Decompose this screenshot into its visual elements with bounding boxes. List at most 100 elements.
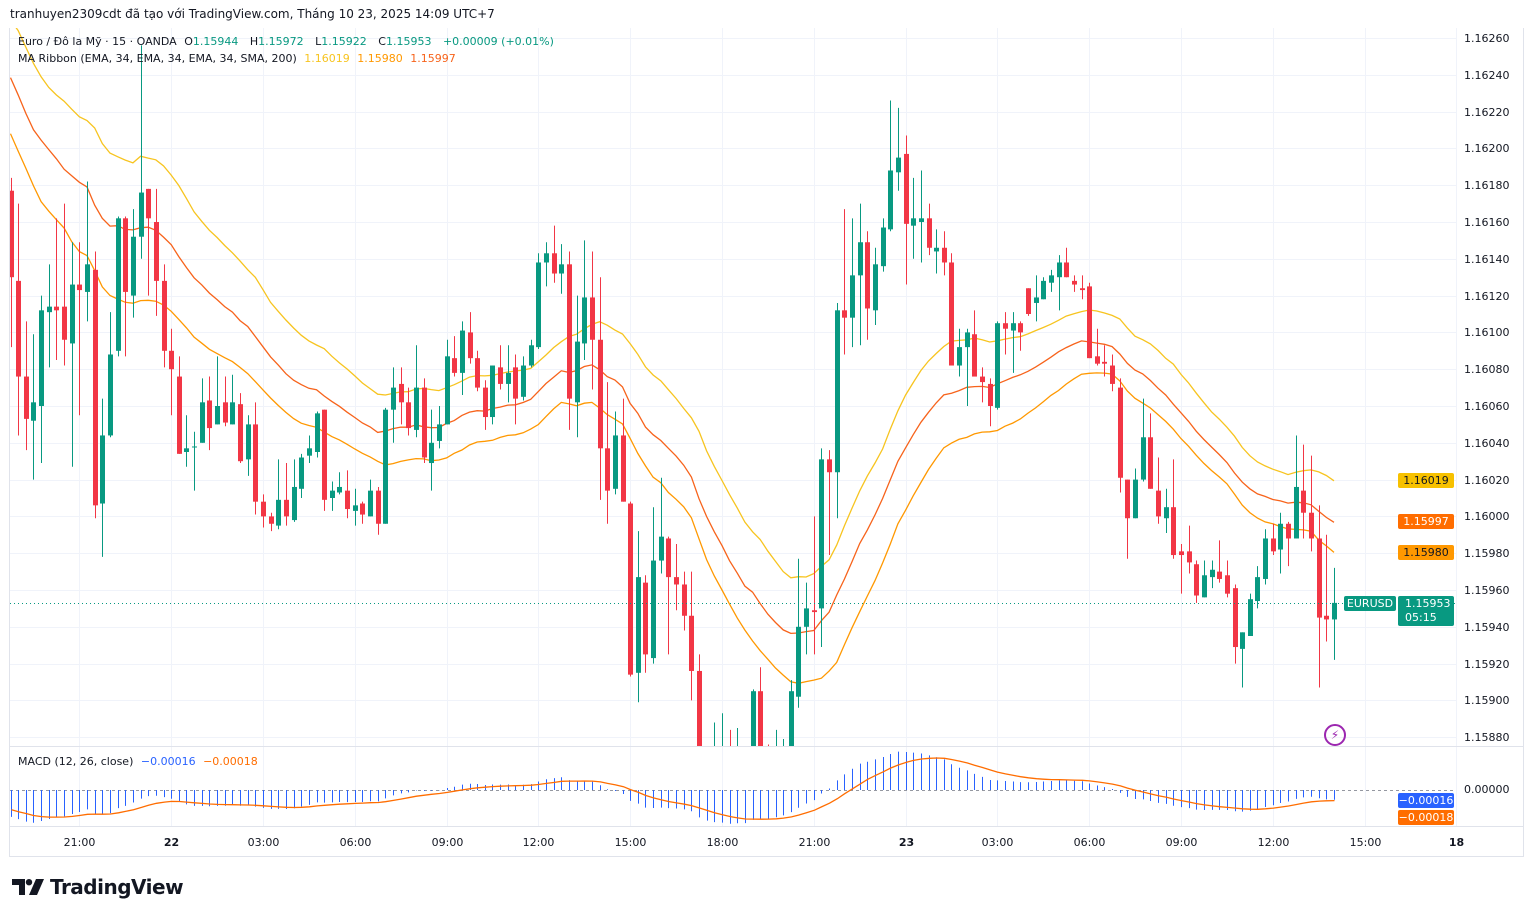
candle-body <box>1064 262 1069 278</box>
candle-body <box>162 280 167 351</box>
candle-body <box>751 691 756 746</box>
ma-ribbon <box>10 28 1335 684</box>
candle <box>391 367 396 443</box>
price-tick-label: 1.16020 <box>1464 473 1510 487</box>
macd-value: −0.00016 <box>140 755 196 768</box>
time-tick-label: 09:00 <box>1165 836 1198 849</box>
price-tick-label: 1.16040 <box>1464 436 1510 450</box>
candle-body <box>1133 479 1138 519</box>
candle <box>292 459 297 522</box>
candle-body <box>949 262 954 366</box>
candle <box>1164 488 1169 533</box>
close-value: 1.15953 <box>385 35 432 48</box>
candle <box>1255 566 1260 609</box>
ribbon-value-3: 1.15997 <box>410 52 456 65</box>
candle-body <box>330 490 335 498</box>
price-tick-label: 1.16080 <box>1464 362 1510 376</box>
candle-body <box>460 330 465 373</box>
symbol-legend: Euro / Đô la Mỹ · 15 · OANDA O1.15944 H1… <box>18 35 558 48</box>
tradingview-logo[interactable]: TradingView <box>12 875 184 899</box>
candle-body <box>873 264 878 311</box>
candle-body <box>552 253 557 274</box>
candle-body <box>429 442 434 464</box>
candle <box>659 477 664 574</box>
candle-body <box>1095 356 1100 364</box>
candle-body <box>437 424 442 441</box>
candle <box>261 494 266 528</box>
candle <box>1110 354 1115 392</box>
candle <box>1324 534 1329 642</box>
candle <box>1263 529 1268 585</box>
candle <box>54 218 59 360</box>
candle-body <box>1240 632 1245 649</box>
candle-body <box>284 499 289 517</box>
candle-body <box>590 297 595 340</box>
candle-body <box>490 365 495 418</box>
candle <box>789 680 794 746</box>
candle <box>1141 398 1146 482</box>
candle-body <box>422 387 427 458</box>
candle <box>674 544 679 611</box>
candle <box>842 209 847 355</box>
macd-title[interactable]: MACD (12, 26, close) <box>18 755 134 768</box>
price-tick-label: 1.15960 <box>1464 583 1510 597</box>
candle <box>437 406 442 449</box>
candle <box>942 231 947 276</box>
candle <box>783 739 784 746</box>
time-tick-label: 22 <box>163 836 180 849</box>
candle-body <box>1179 551 1184 556</box>
price-tick-label: 1.16240 <box>1464 68 1510 82</box>
candle <box>200 378 205 443</box>
candle-body <box>116 218 121 351</box>
ribbon-1-price-tag: 1.16019 <box>1398 473 1454 489</box>
candle-body <box>1202 575 1207 598</box>
candle-body <box>881 227 886 267</box>
candle <box>1087 282 1092 359</box>
candle <box>116 216 121 357</box>
candle-body <box>238 404 243 462</box>
candle-body <box>1026 288 1031 314</box>
candle-body <box>292 486 297 521</box>
candle <box>1194 560 1199 603</box>
symbol-name[interactable]: Euro / Đô la Mỹ · 15 · OANDA <box>18 35 177 48</box>
candle <box>47 264 52 368</box>
candle <box>337 472 342 495</box>
candle-body <box>812 610 817 613</box>
candle-body <box>835 310 840 473</box>
candle <box>1003 312 1008 355</box>
candle <box>544 242 549 287</box>
candle <box>613 411 618 495</box>
candle-body <box>1248 599 1253 636</box>
candle-body <box>77 284 82 291</box>
candle-body <box>980 376 985 383</box>
candle <box>429 409 434 491</box>
candle <box>1332 567 1337 660</box>
candle-body <box>16 280 21 377</box>
candle <box>276 459 281 530</box>
candle-body <box>819 459 824 609</box>
candle <box>192 431 197 491</box>
candle-body <box>184 448 189 452</box>
candle <box>751 689 756 746</box>
price-tick-label: 1.16000 <box>1464 509 1510 523</box>
lightning-icon[interactable]: ⚡ <box>1324 724 1346 746</box>
candle <box>643 575 648 673</box>
candle-body <box>896 157 901 173</box>
candle <box>666 536 671 655</box>
candle-body <box>360 503 365 515</box>
candle <box>345 470 350 519</box>
candle <box>536 253 541 349</box>
last-price: 1.15953 <box>1405 596 1451 610</box>
candle <box>215 356 220 425</box>
candle <box>758 667 763 746</box>
candle <box>1057 255 1062 311</box>
candle <box>399 367 404 425</box>
ribbon-title[interactable]: MA Ribbon (EMA, 34, EMA, 34, EMA, 34, SM… <box>18 52 297 65</box>
candle <box>139 45 144 259</box>
candle-body <box>1080 288 1085 291</box>
candle <box>1064 247 1069 278</box>
candle-body <box>1286 523 1291 539</box>
candle-body <box>842 310 847 318</box>
time-tick-label: 03:00 <box>247 836 280 849</box>
